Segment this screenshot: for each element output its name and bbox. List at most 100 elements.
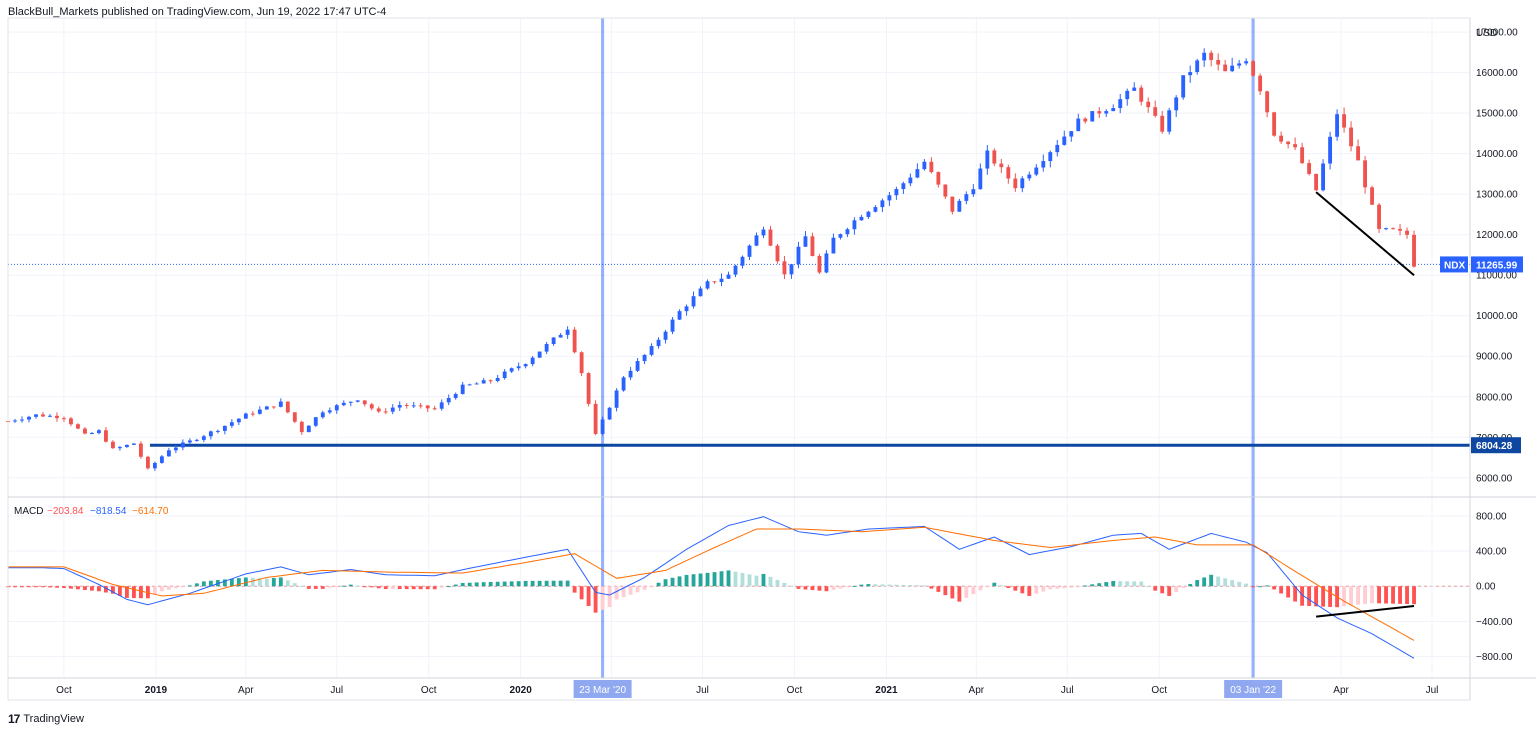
price-tick-label: 11000.00 [1476,271,1517,282]
histogram-bar [929,586,934,589]
candle-body [201,436,206,440]
histogram-bar [1349,586,1354,606]
candle-body [558,334,563,338]
candle-body [152,462,157,469]
histogram-bar [1272,586,1277,590]
histogram-bar [138,586,143,599]
histogram-bar [635,586,640,593]
histogram-bar [229,578,234,587]
histogram-bar [1076,586,1081,588]
candle-body [698,288,703,297]
histogram-bar [1153,586,1158,591]
tradingview-logo[interactable]: 17 TradingView [8,712,84,726]
histogram-bar [1328,586,1333,607]
histogram-bar [1342,586,1347,607]
histogram-bar [915,585,920,587]
histogram-bar [733,571,738,587]
histogram-bar [432,586,437,590]
macd-tick-label: 800.00 [1476,511,1507,522]
candle-body [83,428,87,434]
histogram-bar [1013,586,1018,591]
macd-legend-value: −614.70 [132,506,169,517]
candle-body [1069,131,1074,137]
candle-body [111,441,115,449]
histogram-bar [558,580,563,587]
candle-body [705,281,710,289]
candle-body [957,200,962,212]
grid [8,18,1470,678]
histogram-bar [1307,586,1312,607]
histogram-bar [747,574,752,587]
histogram-bar [1104,582,1109,587]
candle-body [992,150,997,164]
candle-body [1398,228,1402,231]
time-tick-label: 2020 [510,685,533,696]
histogram-bar [677,576,682,587]
candle-body [474,383,479,385]
price-tick-label: 16000.00 [1476,68,1518,79]
time-tick-label: Apr [238,685,254,696]
candle-body [817,256,822,273]
histogram-bar [1132,581,1137,587]
symbol-label: NDX [1444,260,1465,271]
histogram-bar [243,577,248,587]
histogram-bar [803,586,808,590]
histogram-bar [999,585,1004,587]
macd-title: MACD [14,506,43,517]
histogram-bar [502,581,507,587]
histogram-bar [544,580,549,587]
histogram-bar [866,584,871,587]
histogram-bar [90,586,94,591]
macd-legend: MACD −203.84 −818.54 −614.70 [14,506,169,517]
candle-body [1174,97,1179,111]
candle-body [922,161,927,170]
candle-body [1328,136,1333,164]
histogram-bar [495,581,500,587]
candle-body [1195,60,1200,73]
candle-body [320,412,325,418]
histogram-bar [236,578,241,587]
histogram-bar [614,586,619,600]
candle-body [712,281,717,283]
candle-body [859,216,864,221]
histogram-bar [796,586,801,589]
price-trendline [1315,191,1415,276]
histogram-bar [684,574,689,587]
candle-body [1034,167,1039,175]
histogram-bar [719,571,724,587]
histogram-bar [1237,581,1242,587]
histogram-bar [264,578,269,587]
candle-body [432,408,437,410]
candle-body [1391,228,1395,230]
histogram-bar [404,586,409,590]
histogram-bar [1125,581,1130,587]
histogram-bar [1160,586,1165,594]
candle-body [334,405,339,411]
candle-body [621,377,626,391]
histogram-bar [467,582,472,587]
candle-body [362,400,367,405]
candle-body [1223,64,1228,72]
candle-body [943,184,948,197]
candle-body [1279,135,1284,142]
histogram-bar [1314,586,1319,607]
candle-body [1125,90,1130,100]
histogram-bar [985,586,990,588]
trendlines [1315,191,1415,618]
time-tick-label: Apr [969,685,985,696]
histogram-bar [705,572,710,587]
histogram-bar [488,582,493,587]
candle-body [971,189,976,195]
candle-body [719,278,724,282]
histogram-bar [873,584,878,587]
histogram-bar [1209,574,1214,587]
candle-body [1055,144,1060,153]
histogram-bar [383,586,388,590]
candle-body [950,196,955,212]
histogram-bar [439,586,444,588]
candle-body [215,430,220,432]
histogram-bar [789,585,794,587]
histogram-bar [1230,580,1235,587]
candle-body [1188,72,1193,76]
